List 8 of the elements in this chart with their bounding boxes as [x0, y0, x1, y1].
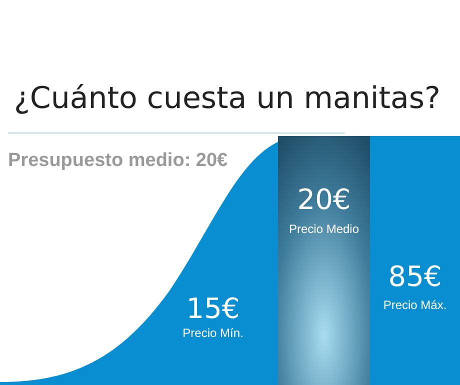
category-label: Precio Mín. [182, 326, 244, 340]
text: Presupuesto medio: 20€ [8, 150, 228, 171]
text: ¿Cuánto cuesta un manitas? [14, 81, 440, 116]
category-label: Precio Máx. [383, 298, 447, 312]
data-label: 20€ [297, 183, 351, 216]
data-label: 85€ [388, 260, 442, 293]
data-label: 15€ [186, 292, 240, 325]
category-label: Precio Medio [288, 222, 360, 236]
